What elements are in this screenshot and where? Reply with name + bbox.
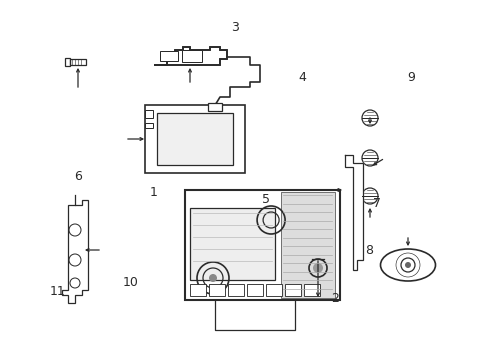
Polygon shape bbox=[155, 47, 226, 65]
Bar bbox=[208, 284, 224, 296]
Bar bbox=[281, 192, 335, 298]
Bar bbox=[190, 208, 275, 279]
Ellipse shape bbox=[380, 249, 435, 281]
Text: 11: 11 bbox=[50, 285, 65, 298]
Bar bbox=[184, 190, 339, 300]
Bar bbox=[145, 110, 153, 118]
Bar bbox=[160, 51, 178, 61]
Bar bbox=[182, 50, 202, 62]
Bar bbox=[246, 284, 263, 296]
Bar bbox=[157, 113, 232, 165]
Bar bbox=[145, 123, 153, 128]
Text: 1: 1 bbox=[150, 186, 158, 199]
Bar bbox=[227, 284, 244, 296]
Bar bbox=[285, 284, 301, 296]
Text: 8: 8 bbox=[365, 244, 372, 257]
Polygon shape bbox=[62, 195, 88, 303]
Bar bbox=[70, 59, 86, 65]
Circle shape bbox=[404, 262, 410, 268]
Bar bbox=[190, 284, 205, 296]
Text: 5: 5 bbox=[261, 193, 269, 206]
Polygon shape bbox=[345, 155, 362, 270]
Bar bbox=[207, 103, 222, 111]
Text: 10: 10 bbox=[123, 276, 139, 289]
Text: 4: 4 bbox=[298, 71, 305, 84]
Bar bbox=[265, 284, 282, 296]
Text: 9: 9 bbox=[406, 71, 414, 84]
Text: 3: 3 bbox=[230, 21, 238, 33]
Text: 2: 2 bbox=[330, 292, 338, 305]
Circle shape bbox=[208, 274, 217, 282]
Bar bbox=[65, 58, 70, 66]
Bar bbox=[304, 284, 319, 296]
Text: 7: 7 bbox=[372, 197, 380, 210]
Text: 6: 6 bbox=[74, 170, 82, 183]
Bar bbox=[145, 105, 244, 173]
Circle shape bbox=[312, 263, 323, 273]
